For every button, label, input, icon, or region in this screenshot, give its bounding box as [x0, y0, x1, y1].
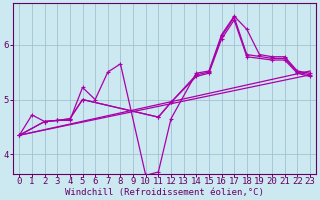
X-axis label: Windchill (Refroidissement éolien,°C): Windchill (Refroidissement éolien,°C)	[65, 188, 264, 197]
